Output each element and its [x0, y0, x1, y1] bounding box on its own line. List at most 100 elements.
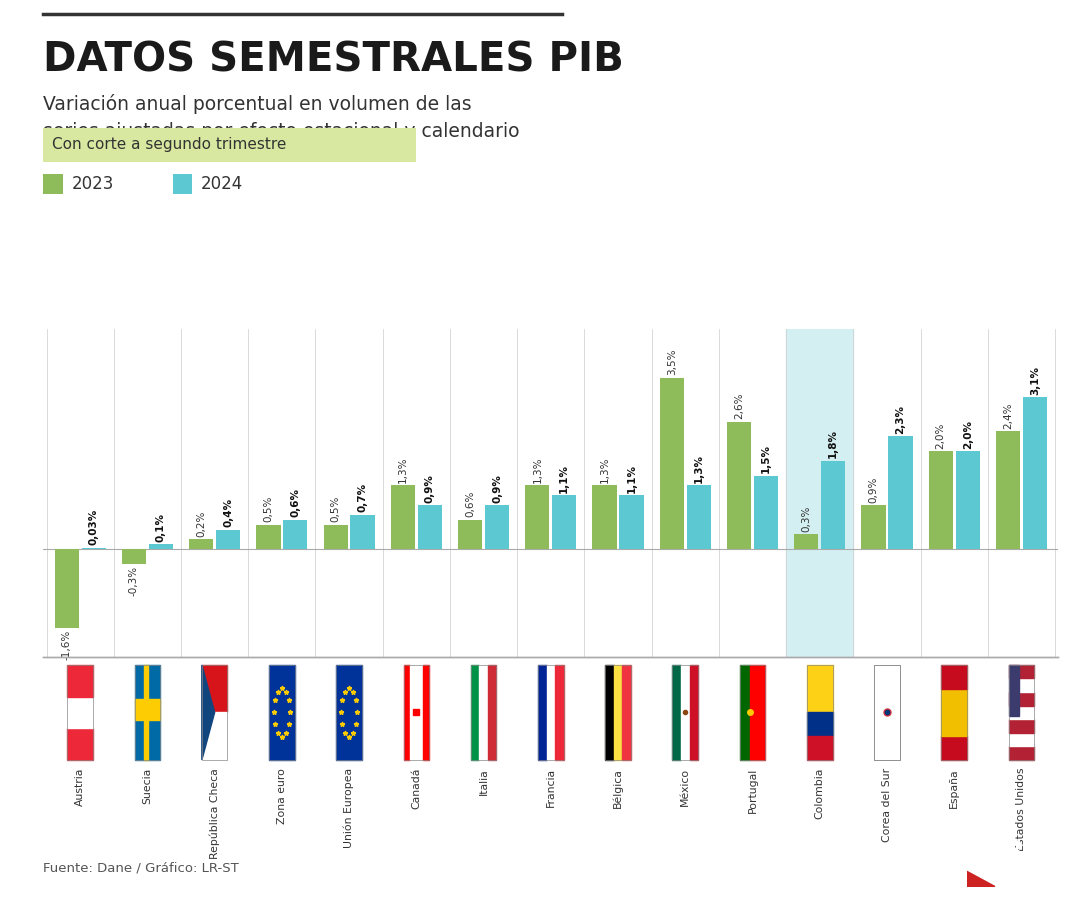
Bar: [942, 665, 967, 760]
Bar: [605, 665, 613, 760]
Text: 2,4%: 2,4%: [1003, 402, 1013, 429]
Text: 2,0%: 2,0%: [935, 422, 946, 448]
Text: 1,3%: 1,3%: [532, 456, 542, 483]
Text: Portugal: Portugal: [747, 768, 757, 813]
Bar: [391, 485, 415, 549]
Bar: [135, 665, 160, 760]
Bar: [216, 529, 240, 549]
Bar: [552, 495, 577, 549]
Bar: [786, 328, 853, 657]
Bar: [593, 485, 617, 549]
Bar: [422, 665, 429, 760]
Text: Zona euro: Zona euro: [276, 768, 287, 824]
Text: México: México: [680, 768, 690, 806]
Bar: [122, 549, 146, 563]
Text: 0,6%: 0,6%: [291, 489, 300, 518]
Bar: [794, 535, 819, 549]
Bar: [67, 665, 93, 760]
Text: 2023: 2023: [71, 175, 113, 193]
Bar: [202, 665, 228, 760]
Bar: [874, 665, 900, 760]
Text: República Checa: República Checa: [210, 768, 220, 859]
Bar: [67, 697, 93, 728]
Text: 0,9%: 0,9%: [868, 476, 878, 502]
Bar: [807, 736, 833, 760]
Polygon shape: [202, 665, 215, 760]
Bar: [350, 515, 375, 549]
Text: 3,5%: 3,5%: [666, 348, 677, 375]
Bar: [418, 505, 442, 549]
Bar: [996, 431, 1021, 549]
Bar: [807, 665, 833, 713]
Bar: [689, 665, 698, 760]
Bar: [942, 688, 967, 736]
Bar: [673, 665, 681, 760]
Bar: [942, 736, 967, 760]
Bar: [67, 728, 93, 760]
Bar: [189, 539, 213, 549]
Text: DATOS SEMESTRALES PIB: DATOS SEMESTRALES PIB: [43, 40, 624, 80]
Bar: [929, 451, 953, 549]
Bar: [807, 713, 833, 736]
Bar: [1009, 665, 1035, 760]
Bar: [740, 665, 766, 760]
Text: 0,7%: 0,7%: [357, 483, 367, 512]
Bar: [458, 519, 483, 549]
Bar: [740, 665, 750, 760]
Bar: [202, 713, 228, 760]
Text: 0,2%: 0,2%: [197, 510, 206, 537]
Bar: [525, 485, 550, 549]
Bar: [622, 665, 631, 760]
Text: 1,3%: 1,3%: [397, 456, 408, 483]
Bar: [874, 665, 900, 760]
Bar: [471, 665, 497, 760]
Bar: [821, 461, 846, 549]
Bar: [605, 665, 631, 760]
Text: Austria: Austria: [76, 768, 85, 806]
Bar: [538, 665, 546, 760]
Text: 1,8%: 1,8%: [828, 429, 838, 458]
Bar: [889, 436, 913, 549]
Bar: [1009, 733, 1035, 746]
Bar: [613, 665, 622, 760]
Text: 1,5%: 1,5%: [761, 444, 771, 473]
Text: Colombia: Colombia: [814, 768, 825, 819]
Text: Variación anual porcentual en volumen de las: Variación anual porcentual en volumen de…: [43, 94, 472, 114]
Bar: [862, 505, 886, 549]
Bar: [1009, 665, 1018, 716]
Text: Estados Unidos: Estados Unidos: [1016, 768, 1026, 851]
Bar: [619, 495, 644, 549]
Text: 0,1%: 0,1%: [156, 513, 166, 542]
Text: Francia: Francia: [545, 768, 556, 807]
Bar: [404, 665, 410, 760]
Bar: [754, 475, 778, 549]
Bar: [67, 665, 93, 697]
Bar: [555, 665, 564, 760]
Bar: [480, 665, 488, 760]
Text: Italia: Italia: [478, 768, 488, 795]
Bar: [956, 451, 980, 549]
Text: 1,3%: 1,3%: [693, 454, 704, 483]
Text: 2024: 2024: [201, 175, 243, 193]
Bar: [471, 665, 480, 760]
Text: Suecia: Suecia: [143, 768, 152, 804]
Text: España: España: [949, 768, 959, 807]
Bar: [1009, 665, 1035, 679]
Bar: [55, 549, 79, 627]
Text: 2,6%: 2,6%: [734, 392, 744, 419]
Bar: [942, 665, 967, 688]
Bar: [81, 548, 106, 549]
Bar: [681, 665, 689, 760]
Bar: [336, 665, 362, 760]
Text: -0,3%: -0,3%: [129, 566, 139, 597]
Bar: [1023, 397, 1047, 549]
Text: 0,5%: 0,5%: [330, 496, 340, 522]
Bar: [485, 505, 509, 549]
Bar: [202, 665, 228, 713]
Text: 0,9%: 0,9%: [492, 473, 502, 502]
Text: 1,3%: 1,3%: [599, 456, 609, 483]
Bar: [404, 665, 429, 760]
Text: Canadá: Canadá: [411, 768, 421, 809]
Bar: [1009, 692, 1035, 706]
Text: 2,0%: 2,0%: [962, 419, 973, 448]
